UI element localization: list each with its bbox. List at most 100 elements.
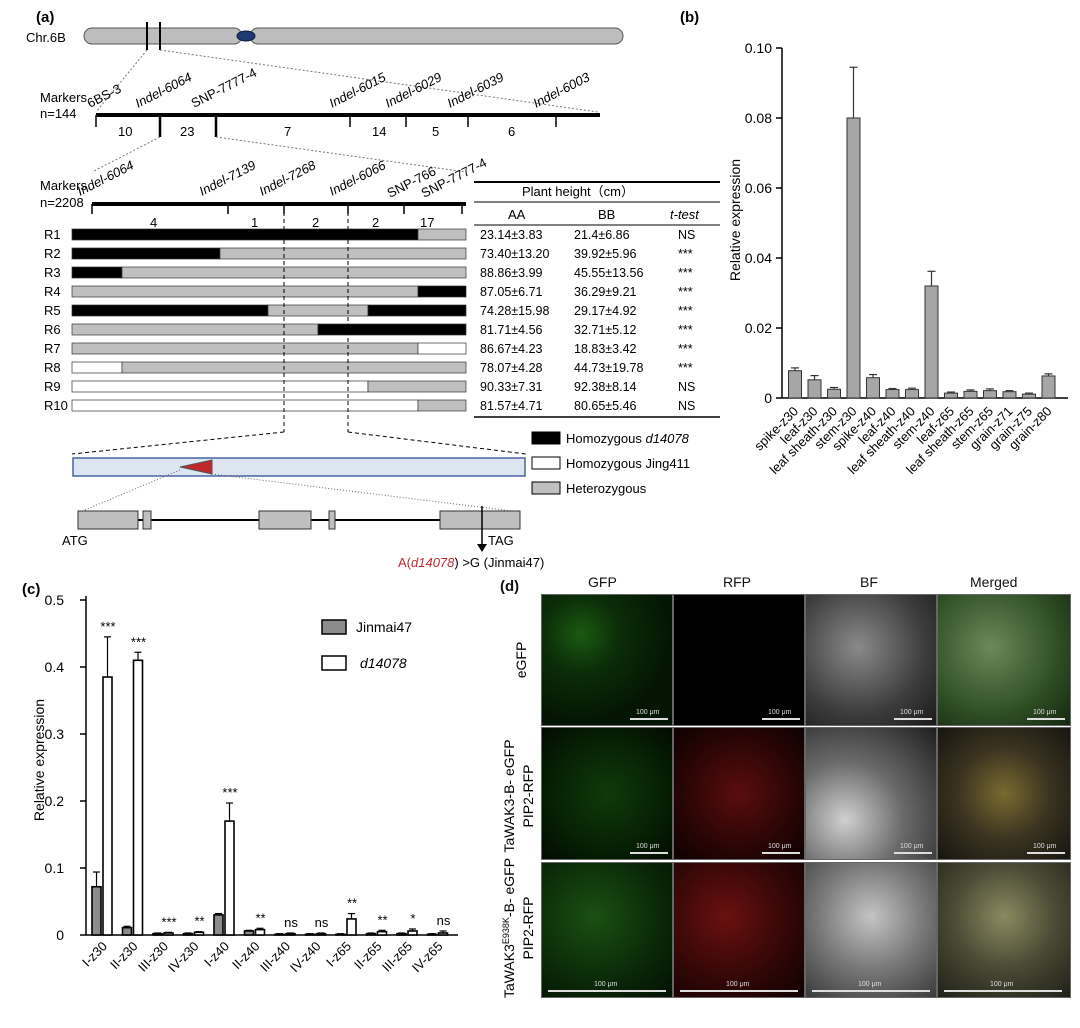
image-tawak3-merged <box>937 727 1071 860</box>
table-header-aa: AA <box>508 207 526 222</box>
col-title-gfp: GFP <box>588 574 617 590</box>
table-cell-ttest: *** <box>678 266 693 280</box>
image-egfp-gfp <box>541 594 673 726</box>
zoom-line <box>347 431 527 455</box>
x-tick-label: III-z65 <box>379 939 415 975</box>
y-tick-label: 0.06 <box>745 180 772 196</box>
bar <box>285 932 296 936</box>
panel-b-label: (b) <box>680 9 699 26</box>
table-cell-ttest: *** <box>678 247 693 261</box>
map2-ticks <box>91 204 463 214</box>
scale-bar <box>894 852 932 854</box>
significance-label: * <box>410 911 415 926</box>
recombinant-label: R4 <box>44 284 61 299</box>
bar <box>274 933 285 936</box>
table-cell-ttest: *** <box>678 285 693 299</box>
scale-bar-label: 100 μm <box>636 709 660 716</box>
table-cell-aa: 81.71±4.56 <box>480 323 543 337</box>
scale-bar-label: 100 μm <box>990 981 1014 988</box>
x-tick-label: IV-z30 <box>165 939 202 976</box>
exon-3 <box>258 510 312 530</box>
bar <box>121 926 133 936</box>
genotype-segment <box>367 304 467 317</box>
col-title-bf: BF <box>860 574 878 590</box>
map2-n: n=2208 <box>40 195 84 210</box>
bar <box>182 932 194 936</box>
scale-bar <box>630 852 668 854</box>
table-cell-aa: 23.14±3.83 <box>480 228 543 242</box>
table-cell-bb: 29.17±4.92 <box>574 304 637 318</box>
table-cell-aa: 90.33±7.31 <box>480 380 543 394</box>
panel-a-label: (a) <box>36 9 54 26</box>
candidate-gene-marker <box>179 459 213 475</box>
panel-c-bars: ********* ******* ns ns**** * ns <box>91 619 451 936</box>
scale-bar <box>1027 852 1065 854</box>
panel-c-ylabel: Relative expression <box>31 699 47 821</box>
map1-interval: 23 <box>180 124 194 139</box>
map1-interval: 6 <box>508 124 515 139</box>
table-cell-aa: 81.57±4.71 <box>480 399 543 413</box>
table-cell-bb: 21.4±6.86 <box>574 228 630 242</box>
table-cell-aa: 74.28±15.98 <box>480 304 549 318</box>
bar <box>193 931 205 936</box>
col-title-merged: Merged <box>970 574 1018 590</box>
zoom-line <box>91 136 161 173</box>
y-tick-label: 0 <box>764 390 772 406</box>
genotype-segment <box>317 323 467 336</box>
scale-bar <box>762 718 800 720</box>
table-cell-aa: 87.05±6.71 <box>480 285 543 299</box>
scale-bar-label: 100 μm <box>636 843 660 850</box>
legend-label-d14078: Homozygous d14078 <box>566 431 690 446</box>
exon-1 <box>77 510 139 530</box>
y-tick-label: 0 <box>56 927 64 943</box>
map1-interval: 5 <box>432 124 439 139</box>
x-tick-label: II-z30 <box>107 939 141 973</box>
x-tick-label: I-z65 <box>323 939 354 970</box>
recombinant-label: R2 <box>44 246 61 261</box>
table-cell-aa: 86.67±4.23 <box>480 342 543 356</box>
bar <box>152 932 163 936</box>
centromere <box>236 30 256 42</box>
legend-swatch-d14078-expr <box>321 655 347 671</box>
table-cell-bb: 36.29±9.21 <box>574 285 637 299</box>
x-tick-label: IV-z65 <box>409 939 446 976</box>
map2-interval: 2 <box>312 215 319 230</box>
significance-label: ns <box>315 915 329 930</box>
image-egfp-bf <box>805 594 937 726</box>
scale-bar <box>1027 718 1065 720</box>
significance-label: ns <box>437 913 451 928</box>
bar <box>335 933 346 936</box>
y-tick-label: 0.1 <box>45 860 65 876</box>
atg-label: ATG <box>62 533 88 548</box>
col-title-rfp: RFP <box>723 574 751 590</box>
table-cell-bb: 44.73±19.78 <box>574 361 643 375</box>
genotype-segment <box>121 266 467 279</box>
table-cell-aa: 88.86±3.99 <box>480 266 543 280</box>
map2-interval: 1 <box>251 215 258 230</box>
table-header-ttest: t-test <box>670 207 700 222</box>
bar <box>304 933 316 936</box>
bar <box>243 930 255 936</box>
significance-label: ** <box>347 896 357 911</box>
candidate-interval <box>72 457 526 477</box>
significance-label: *** <box>131 634 146 649</box>
significance-label: *** <box>100 619 115 634</box>
panel-b-yticks: 0 0.02 0.04 0.06 0.08 0.10 <box>745 40 782 406</box>
zoom-line <box>95 49 148 113</box>
bar <box>365 932 377 936</box>
legend-label-d14078-expr: d14078 <box>360 655 407 671</box>
recombinant-label: R7 <box>44 341 61 356</box>
bar <box>132 659 144 936</box>
panel-b-bars <box>788 66 1056 399</box>
scale-bar <box>548 990 666 992</box>
y-tick-label: 0.5 <box>45 592 65 608</box>
table-cell-ttest: NS <box>678 228 695 242</box>
panel-d-label: (d) <box>500 578 520 595</box>
scale-bar-label: 100 μm <box>900 843 924 850</box>
map2-interval: 4 <box>150 215 157 230</box>
scale-bar-label: 100 μm <box>858 981 882 988</box>
map1-title: Markers <box>40 90 87 105</box>
scale-bar <box>630 718 668 720</box>
significance-label: ** <box>377 912 387 927</box>
